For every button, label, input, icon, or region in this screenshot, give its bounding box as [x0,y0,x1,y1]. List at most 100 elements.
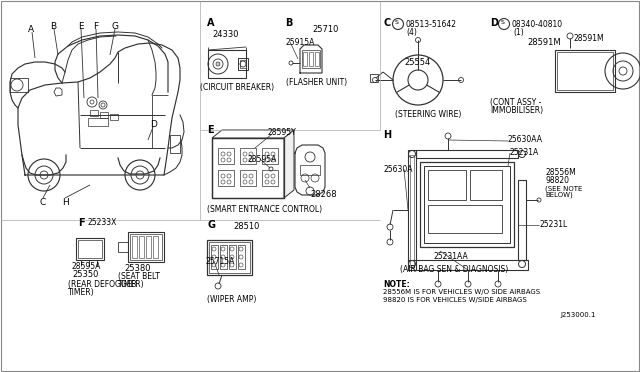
Text: 25380: 25380 [124,264,150,273]
Bar [110,114,118,120]
Text: A: A [207,18,214,28]
Bar [518,180,526,260]
Bar [424,166,510,243]
Bar [220,245,227,269]
Bar [208,50,246,78]
Text: J253000.1: J253000.1 [560,312,595,318]
Bar [78,240,102,258]
Text: G: G [207,220,215,230]
Text: (CIRCUIT BREAKER): (CIRCUIT BREAKER) [200,83,274,92]
Text: IMMOBILISER): IMMOBILISER) [490,106,543,115]
Text: 25554: 25554 [404,58,430,67]
Text: 25231A: 25231A [510,148,540,157]
Bar [128,232,164,262]
Polygon shape [54,88,62,96]
Text: 28268: 28268 [310,190,337,199]
Text: 28556M IS FOR VEHICLES W/O SIDE AIRBAGS: 28556M IS FOR VEHICLES W/O SIDE AIRBAGS [383,289,540,295]
Bar [410,155,414,265]
Bar [146,236,151,258]
Bar [300,165,320,175]
Bar [408,260,528,270]
Text: C: C [40,198,46,207]
Polygon shape [212,130,294,138]
Bar [118,242,128,252]
Text: (SEAT BELT: (SEAT BELT [118,272,160,281]
Text: TIMER): TIMER) [68,288,95,297]
Bar [212,138,284,198]
Bar [555,50,615,92]
Bar [88,118,108,126]
Text: NOTE:: NOTE: [383,280,410,289]
Bar [10,78,28,92]
Text: 25233X: 25233X [87,218,116,227]
Bar [420,162,514,247]
Bar [229,245,236,269]
Bar [76,238,104,260]
Circle shape [216,62,220,66]
Text: S: S [501,20,505,25]
Bar [130,234,162,260]
Bar [90,110,98,116]
Bar [309,52,313,66]
Text: TIMER): TIMER) [118,280,145,289]
Text: (FLASHER UNIT): (FLASHER UNIT) [286,78,347,87]
Text: 08340-40810: 08340-40810 [512,20,563,29]
Text: 25915A: 25915A [285,38,314,47]
Text: 25715A: 25715A [206,257,236,266]
Text: 24330: 24330 [212,30,239,39]
Text: (CONT ASSY -: (CONT ASSY - [490,98,541,107]
Text: (AIR BAG SEN & DIAGNOSIS): (AIR BAG SEN & DIAGNOSIS) [400,265,508,274]
Text: B: B [50,22,56,31]
Bar [153,236,158,258]
Text: 28591M: 28591M [527,38,561,47]
Text: (SEE NOTE: (SEE NOTE [545,185,582,192]
Text: S: S [395,20,399,25]
Text: 25710: 25710 [312,25,339,34]
Bar [240,60,246,68]
Text: (4): (4) [406,28,417,37]
Bar [139,236,144,258]
Text: (STEERING WIRE): (STEERING WIRE) [395,110,461,119]
Bar [370,74,378,82]
Bar [428,205,502,233]
Bar [428,170,466,200]
Bar [416,150,518,158]
Bar [303,52,307,66]
Bar [211,245,218,269]
Bar [209,242,250,273]
Text: G: G [112,22,119,31]
Bar [238,58,248,70]
Text: E: E [78,22,84,31]
Bar [207,240,252,275]
Text: 98820 IS FOR VEHICLES W/SIDE AIRBAGS: 98820 IS FOR VEHICLES W/SIDE AIRBAGS [383,297,527,303]
Text: B: B [285,18,292,28]
Text: H: H [62,198,68,207]
Text: (REAR DEFOGGER: (REAR DEFOGGER [68,280,137,289]
Text: 08513-51642: 08513-51642 [405,20,456,29]
Bar [302,50,320,68]
Text: BELOW): BELOW) [545,192,573,199]
Text: 28591M: 28591M [573,34,604,43]
Text: (1): (1) [513,28,524,37]
Bar [240,170,256,186]
Text: H: H [383,130,391,140]
Text: F: F [78,218,84,228]
Text: 28510: 28510 [233,222,259,231]
Bar [262,148,278,164]
Text: D: D [490,18,498,28]
Text: 25630A: 25630A [383,165,413,174]
Text: 28556M: 28556M [545,168,576,177]
Text: E: E [207,125,214,135]
Bar [100,112,108,118]
Bar [238,245,245,269]
Text: 25630AA: 25630AA [508,135,543,144]
Text: 28595A: 28595A [72,262,101,271]
Bar [132,236,137,258]
Text: A: A [28,25,34,34]
Bar [557,52,613,90]
Bar [262,170,278,186]
Bar [315,52,319,66]
Bar [470,170,502,200]
Text: 98820: 98820 [545,176,569,185]
Text: C: C [383,18,390,28]
